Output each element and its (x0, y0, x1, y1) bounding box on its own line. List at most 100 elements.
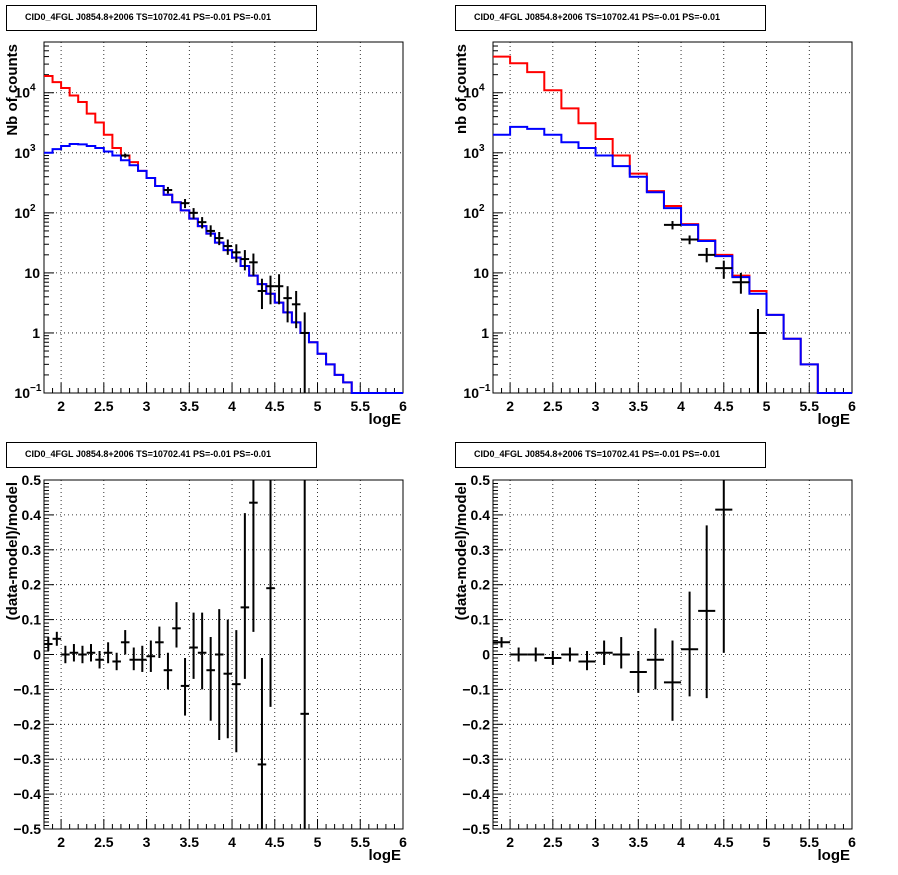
top-left-data-point (232, 244, 241, 263)
bottom-left-data-point (44, 637, 53, 652)
bottom-right-data-point (595, 640, 613, 665)
top-left-y-tick-label: 10 (14, 385, 30, 401)
title-box-bottom-right: CID0_4FGL J0854.8+2006 TS=10702.41 PS=-0… (455, 442, 766, 468)
bottom-left-data-point (266, 480, 275, 707)
bottom-left-y-axis-label: (data-model)/model (4, 482, 21, 620)
bottom-left-data-point (69, 644, 79, 662)
top-right-x-tick-label: 3 (592, 398, 600, 414)
bottom-left-data-point (146, 640, 156, 672)
top-right-y-tick-label: 10 (473, 265, 489, 281)
bottom-right-y-tick-label: −0.4 (462, 786, 490, 802)
top-right-x-tick-label: 4 (677, 398, 685, 414)
top-left-y-tick-exponent: −1 (30, 383, 42, 394)
bottom-right-y-tick-label: 0.5 (471, 472, 491, 488)
bottom-left-data-point (206, 637, 215, 721)
top-left-data-point (180, 199, 190, 209)
bottom-right-y-tick-label: −0.5 (462, 821, 490, 837)
bottom-left-data-point (172, 602, 181, 648)
bottom-left-data-point (61, 645, 70, 664)
bottom-right-data-point (527, 647, 545, 662)
top-right-y-tick-exponent: 4 (479, 83, 485, 94)
bottom-left-x-axis-label: logE (369, 847, 402, 864)
top-right-model-source-step (493, 125, 852, 394)
top-left-data-point (189, 208, 198, 219)
bottom-left-data-point (180, 657, 190, 716)
top-right-y-tick-label: 10 (463, 385, 479, 401)
top-left-x-tick-label: 2.5 (94, 398, 114, 414)
top-right-x-tick-label: 6 (848, 398, 856, 414)
bottom-right-y-tick-label: 0.1 (471, 612, 491, 628)
top-left-y-tick-label: 10 (14, 205, 30, 221)
top-left-y-tick-label: 10 (14, 145, 30, 161)
bottom-right-y-tick-label: 0 (482, 647, 490, 663)
bottom-left-data-point (52, 631, 62, 646)
bottom-right-x-tick-label: 2.5 (543, 834, 563, 850)
bottom-left-data-point (112, 652, 121, 671)
top-left-y-tick-exponent: 2 (30, 203, 36, 214)
top-left-x-tick-label: 6 (399, 398, 407, 414)
bottom-right-y-tick-label: 0.3 (471, 542, 491, 558)
bottom-left-data-point (103, 642, 113, 664)
bottom-left-data-point (300, 480, 309, 829)
top-right-y-tick-label: 10 (463, 85, 479, 101)
top-right-data-point (663, 221, 682, 230)
top-left-data-point (197, 217, 207, 229)
bottom-left-y-tick-label: −0.3 (13, 751, 41, 767)
bottom-right-data-point (612, 637, 630, 669)
top-left-x-tick-label: 4.5 (265, 398, 285, 414)
top-left-data-point (300, 312, 309, 393)
bottom-left-y-tick-label: 0.2 (22, 577, 42, 593)
top-left-data-point (206, 225, 215, 237)
bottom-left-data-point (155, 626, 164, 658)
top-right-y-tick-exponent: 2 (479, 203, 485, 214)
bottom-left-x-tick-label: 4.5 (265, 834, 285, 850)
bottom-right-data-point (561, 647, 579, 662)
bottom-right-data-point (698, 525, 716, 699)
top-right-data-point (749, 309, 767, 393)
top-right-x-axis-label: logE (818, 411, 851, 428)
bottom-right-y-tick-label: 0.4 (471, 507, 491, 523)
top-left-data-point (240, 250, 250, 271)
bottom-left-y-tick-label: 0.4 (22, 507, 42, 523)
bottom-right-x-tick-label: 4 (677, 834, 685, 850)
top-left-data-point (249, 253, 258, 276)
bottom-left-x-tick-label: 4 (228, 834, 236, 850)
bottom-right-data-point (663, 640, 682, 721)
top-right-x-tick-label: 4.5 (714, 398, 734, 414)
top-left-plot-frame (43, 41, 404, 394)
top-left-data-point (283, 286, 292, 323)
bottom-left-y-tick-label: −0.1 (13, 681, 41, 697)
bottom-right-data-point (646, 628, 664, 690)
bottom-right-x-axis-label: logE (818, 847, 851, 864)
top-left-x-tick-label: 4 (228, 398, 236, 414)
top-left-data-point (266, 275, 275, 305)
bottom-left-x-tick-label: 6 (399, 834, 407, 850)
top-left-model-total-step (44, 75, 403, 394)
top-right-data-point (732, 272, 750, 294)
title-box-bottom-left: CID0_4FGL J0854.8+2006 TS=10702.41 PS=-0… (6, 442, 317, 468)
bottom-left-y-tick-label: −0.2 (13, 716, 41, 732)
top-right-y-tick-exponent: −1 (479, 383, 491, 394)
bottom-right-y-tick-label: −0.1 (462, 681, 490, 697)
bottom-left-data-point (120, 630, 130, 655)
title-box-top-left: CID0_4FGL J0854.8+2006 TS=10702.41 PS=-0… (6, 5, 317, 31)
bottom-left-x-tick-label: 3.5 (180, 834, 200, 850)
bottom-left-x-tick-label: 5.5 (351, 834, 371, 850)
bottom-left-data-point (232, 630, 241, 753)
bottom-left-data-point (78, 645, 87, 664)
bottom-left-x-tick-label: 5 (314, 834, 322, 850)
top-right-y-tick-label: 1 (481, 325, 489, 341)
top-left-x-tick-label: 5.5 (351, 398, 371, 414)
top-right-data-point (715, 260, 733, 279)
top-left-data-point (291, 290, 301, 329)
bottom-right-x-tick-label: 3.5 (629, 834, 649, 850)
bottom-left-data-point (249, 480, 258, 632)
top-left-data-point (274, 274, 284, 305)
bottom-left-x-tick-label: 2 (57, 834, 65, 850)
top-left-x-tick-label: 3.5 (180, 398, 200, 414)
bottom-left-y-tick-label: 0 (33, 647, 41, 663)
bottom-right-data-point (715, 480, 733, 653)
top-right-data-point (698, 247, 716, 263)
top-left-x-tick-label: 3 (143, 398, 151, 414)
bottom-right-data-point (629, 651, 647, 693)
